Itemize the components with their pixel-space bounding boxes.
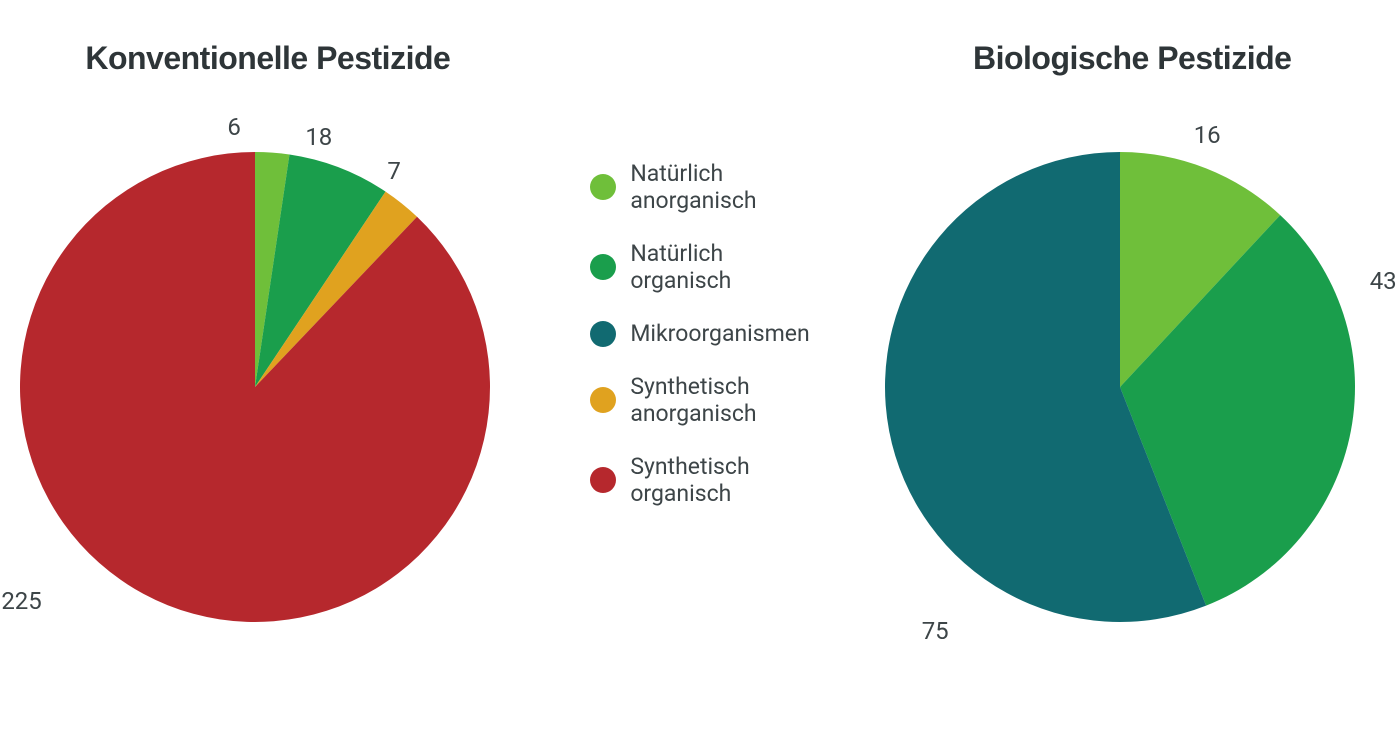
legend-dot-nat_anorg: [590, 174, 616, 200]
chart-left-pie-wrap: 6 18 7 225: [0, 97, 550, 682]
legend-label-syn_anorg: Synthetisch anorganisch: [630, 373, 809, 427]
legend: Natürlich anorganisch Natürlich organisch…: [590, 40, 809, 507]
legend-item-nat_org: Natürlich organisch: [590, 240, 809, 294]
legend-dot-syn_org: [590, 467, 616, 493]
pie-label-mikro: 75: [922, 617, 949, 645]
pie-label-nat_org: 43: [1370, 267, 1397, 295]
legend-item-nat_anorg: Natürlich anorganisch: [590, 160, 809, 214]
charts-container: Konventionelle Pestizide 6 18 7 225 Natürli…: [0, 0, 1400, 732]
pie-label-nat_org: 18: [305, 123, 332, 151]
chart-left-block: Konventionelle Pestizide 6 18 7 225: [0, 40, 550, 682]
legend-dot-syn_anorg: [590, 387, 616, 413]
legend-item-syn_anorg: Synthetisch anorganisch: [590, 373, 809, 427]
legend-dot-nat_org: [590, 254, 616, 280]
pie-label-syn_anorg: 7: [387, 157, 401, 185]
legend-label-nat_anorg: Natürlich anorganisch: [630, 160, 809, 214]
legend-label-nat_org: Natürlich organisch: [630, 240, 809, 294]
chart-left-pie: [0, 97, 550, 682]
pie-label-syn_org: 225: [1, 587, 41, 615]
pie-slice-syn_org: [20, 152, 490, 622]
legend-item-syn_org: Synthetisch organisch: [590, 453, 809, 507]
pie-label-nat_anorg: 6: [227, 113, 241, 141]
legend-label-mikro: Mikroorganismen: [630, 320, 809, 347]
chart-right-pie: [850, 97, 1400, 682]
legend-dot-mikro: [590, 321, 616, 347]
chart-left-title: Konventionelle Pestizide: [85, 40, 450, 77]
chart-right-block: Biologische Pestizide 16 43 75: [850, 40, 1400, 682]
legend-item-mikro: Mikroorganismen: [590, 320, 809, 347]
chart-right-pie-wrap: 16 43 75: [850, 97, 1400, 682]
pie-label-nat_anorg: 16: [1194, 121, 1221, 149]
chart-right-title: Biologische Pestizide: [973, 40, 1291, 77]
legend-label-syn_org: Synthetisch organisch: [630, 453, 809, 507]
